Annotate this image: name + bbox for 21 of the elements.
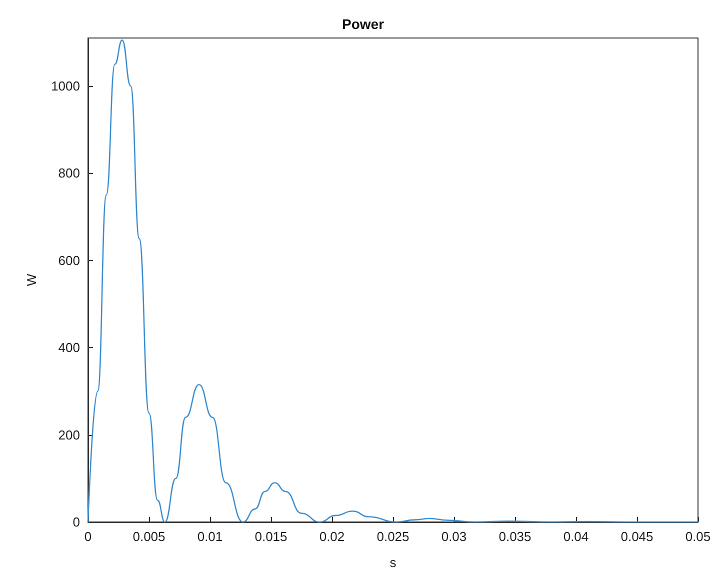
x-tick-label: 0.03: [441, 529, 467, 544]
x-tick-label: 0.035: [498, 529, 532, 544]
y-tick-label: 600: [58, 252, 80, 268]
x-tick-label: 0.02: [319, 529, 345, 544]
y-tick-label: 400: [58, 340, 80, 356]
x-tick-label: 0.05: [685, 529, 711, 544]
y-tick-label: 200: [58, 427, 80, 442]
y-axis-title: W: [24, 273, 39, 286]
chart-title: Power: [342, 16, 385, 32]
x-tick-label: 0.01: [197, 529, 223, 544]
x-tick-label: 0.04: [563, 529, 589, 544]
x-tick-label: 0.025: [376, 529, 410, 544]
y-tick-label: 1000: [51, 78, 80, 94]
y-tick-label: 800: [58, 166, 80, 181]
x-tick-label: 0.045: [620, 529, 654, 544]
line-series: [87, 40, 699, 523]
x-tick-label: 0: [84, 529, 92, 544]
x-tick-label: 0.015: [254, 529, 288, 544]
x-tick-label: 0.005: [132, 529, 166, 544]
x-axis-title: s: [390, 555, 397, 570]
y-tick-label: 0: [72, 514, 80, 530]
